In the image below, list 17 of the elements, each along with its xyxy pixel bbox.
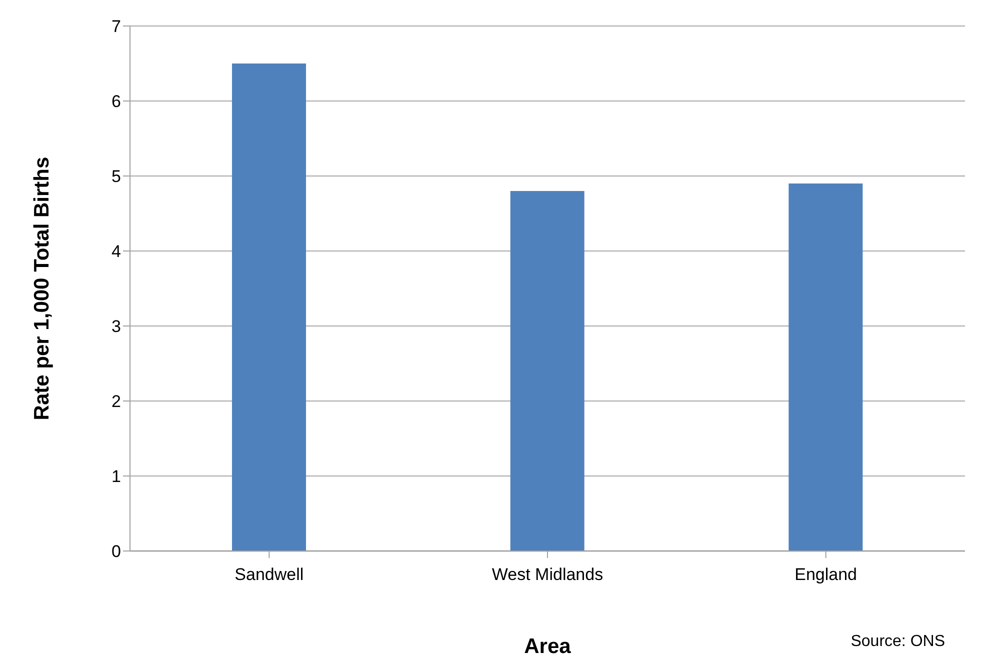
y-tick-label: 7: [112, 17, 121, 36]
bar: [788, 184, 863, 551]
x-axis-title: Area: [524, 635, 571, 658]
y-axis-title: Rate per 1,000 Total Births: [30, 156, 54, 420]
bar: [510, 191, 584, 551]
y-tick-label: 3: [112, 317, 121, 336]
y-tick-label: 6: [112, 92, 121, 112]
y-tick-label: 4: [112, 242, 121, 262]
x-tick-label: West Midlands: [492, 565, 604, 584]
y-tick-label: 2: [112, 392, 121, 412]
y-tick-label: 5: [112, 167, 121, 186]
y-tick-label: 1: [112, 467, 121, 486]
y-tick-label: 0: [112, 542, 121, 562]
bar: [232, 64, 306, 551]
x-tick-label: Sandwell: [234, 565, 304, 584]
source-note: Source: ONS: [850, 633, 945, 651]
x-tick-label: England: [794, 565, 858, 584]
